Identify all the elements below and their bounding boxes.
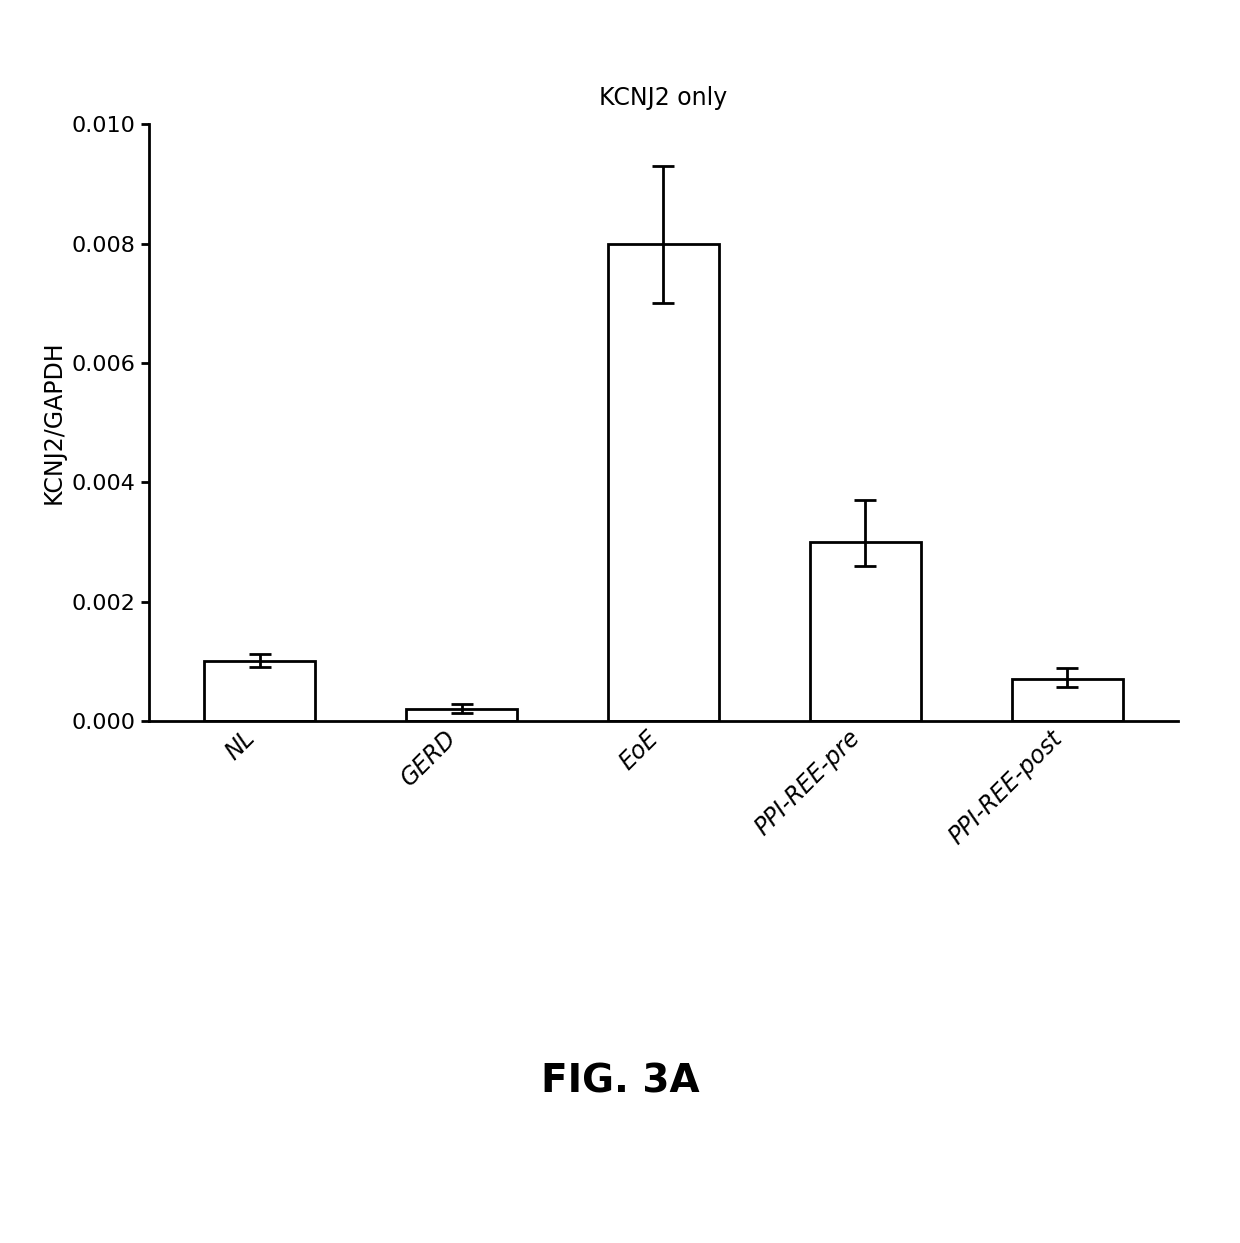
Bar [608, 244, 719, 721]
Bar [810, 542, 921, 721]
Bar [1012, 679, 1122, 721]
Text: FIG. 3A: FIG. 3A [541, 1063, 699, 1100]
Bar [205, 661, 315, 721]
Bar [407, 709, 517, 721]
Title: KCNJ2 only: KCNJ2 only [599, 86, 728, 109]
Y-axis label: KCNJ2/GAPDH: KCNJ2/GAPDH [42, 341, 66, 505]
